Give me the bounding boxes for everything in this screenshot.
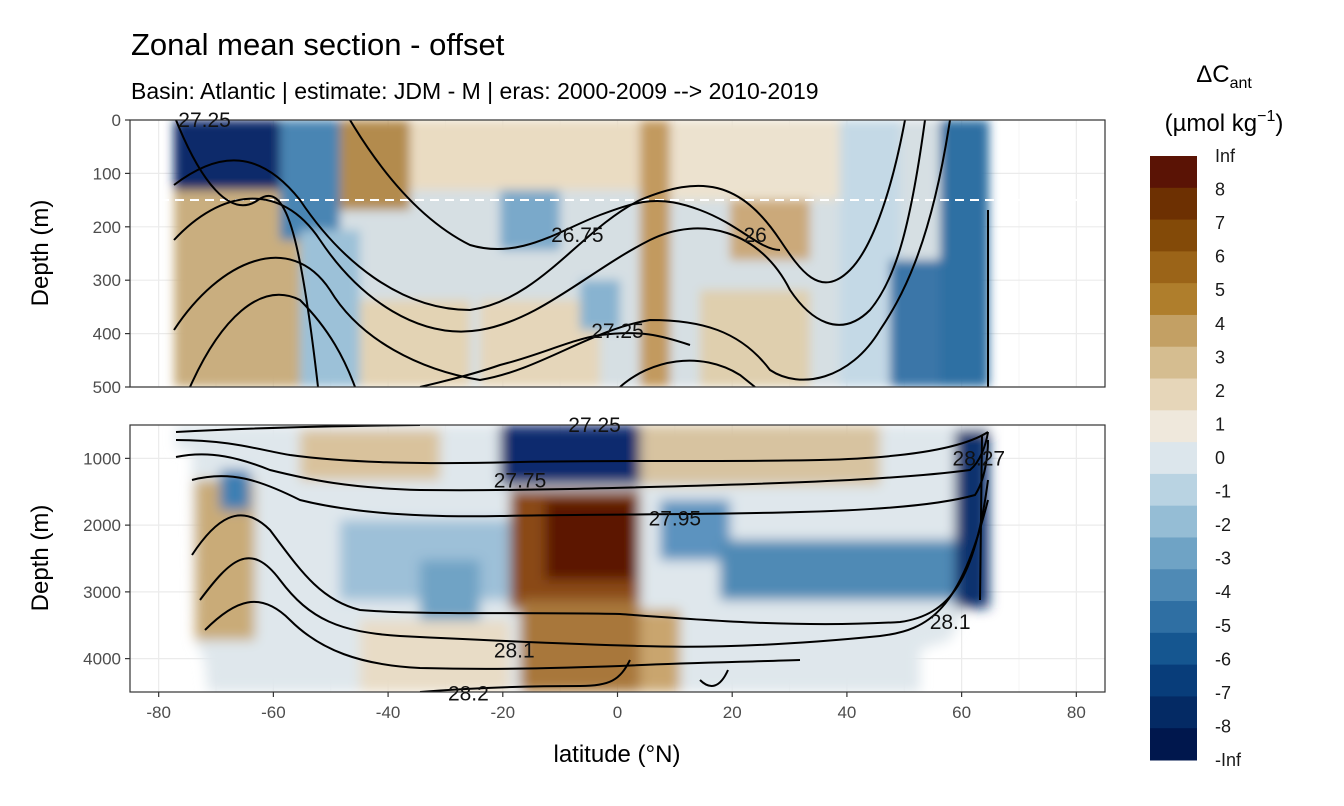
contour-label: 28.1 — [494, 640, 535, 663]
x-axis-title: latitude (°N) — [554, 741, 681, 768]
colorbar-swatch — [1150, 378, 1197, 411]
colorbar-swatch — [1150, 696, 1197, 729]
contour-label: 27.25 — [178, 109, 231, 132]
colorbar-swatch — [1150, 283, 1197, 316]
colorbar-label: 4 — [1215, 314, 1225, 334]
y-tick-label: 3000 — [83, 583, 121, 602]
colorbar-swatch — [1150, 219, 1197, 252]
colorbar-label: -8 — [1215, 716, 1231, 736]
colorbar-swatch — [1150, 473, 1197, 507]
contour-label: 27.25 — [568, 414, 621, 437]
contour-label: 28.1 — [930, 611, 971, 634]
colorbar-label: 3 — [1215, 347, 1225, 367]
contour-label: 26.75 — [551, 224, 604, 247]
contour-label: 28.27 — [953, 447, 1006, 470]
y-tick-label: 2000 — [83, 516, 121, 535]
contour-label: 27.95 — [649, 507, 702, 530]
colorbar-label: -1 — [1215, 482, 1231, 502]
x-tick-label: 20 — [723, 703, 742, 722]
upper-panel: 26.75 26 27.25 27.25 0 100 200 300 400 500 — [93, 109, 1106, 397]
colorbar-title-sub: ant — [1230, 75, 1253, 92]
colorbar-unit-end: ) — [1275, 110, 1283, 137]
y-tick-label: 300 — [93, 271, 121, 290]
y-tick-label: 200 — [93, 218, 121, 237]
lower-panel-field — [175, 425, 989, 692]
colorbar-label: 7 — [1215, 213, 1225, 233]
colorbar-swatch — [1150, 664, 1197, 697]
colorbar-label: 6 — [1215, 247, 1225, 267]
x-axis: -80 -60 -40 -20 0 20 40 60 80 — [146, 692, 1086, 722]
colorbar-swatch — [1150, 187, 1197, 221]
y-tick-label: 4000 — [83, 650, 121, 669]
colorbar-unit: (µmol kg−1) — [1165, 108, 1284, 137]
x-tick-label: 0 — [613, 703, 622, 722]
x-tick-label: -40 — [376, 703, 401, 722]
upper-density-contours — [173, 120, 989, 387]
colorbar-swatch — [1150, 314, 1197, 348]
upper-panel-field — [130, 120, 1105, 387]
colorbar-label: 8 — [1215, 180, 1225, 200]
colorbar-swatch — [1150, 569, 1197, 602]
contour-label: 28.2 — [448, 682, 489, 705]
colorbar-swatch — [1150, 505, 1197, 538]
colorbar-label: -7 — [1215, 683, 1231, 703]
colorbar-swatch — [1150, 346, 1197, 380]
upper-y-axis-title: Depth (m) — [27, 200, 54, 307]
y-tick-label: 100 — [93, 164, 121, 183]
y-tick-label: 0 — [112, 111, 121, 130]
colorbar-swatch — [1150, 410, 1197, 443]
colorbar-label: -Inf — [1215, 750, 1242, 770]
lower-y-axis-title: Depth (m) — [27, 505, 54, 612]
x-tick-label: 40 — [837, 703, 856, 722]
chart-subtitle: Basin: Atlantic | estimate: JDM - M | er… — [131, 78, 819, 104]
chart-title: Zonal mean section - offset — [131, 27, 505, 62]
lower-y-axis: 1000 2000 3000 4000 — [83, 449, 130, 669]
colorbar-title: ΔCant — [1196, 61, 1252, 92]
x-tick-label: 60 — [952, 703, 971, 722]
x-tick-label: -20 — [491, 703, 516, 722]
colorbar-label: 0 — [1215, 448, 1225, 468]
x-tick-label: -60 — [261, 703, 286, 722]
upper-y-axis: 0 100 200 300 400 500 — [93, 111, 130, 397]
contour-label: 27.75 — [494, 469, 547, 492]
y-tick-label: 400 — [93, 325, 121, 344]
colorbar-unit-main: (µmol kg — [1165, 110, 1258, 137]
colorbar-swatch — [1150, 442, 1197, 475]
colorbar-swatch — [1150, 601, 1197, 634]
colorbar-swatch — [1150, 537, 1197, 570]
upper-contour-labels: 26.75 26 27.25 27.25 — [178, 109, 767, 343]
colorbar-swatches — [1150, 156, 1197, 761]
colorbar-label: -3 — [1215, 549, 1231, 569]
colorbar-label: 2 — [1215, 381, 1225, 401]
colorbar-label: 1 — [1215, 414, 1225, 434]
colorbar-labels: Inf 8 7 6 5 4 3 2 1 0 -1 -2 -3 -4 -5 -6 -7 -8 -Inf — [1215, 146, 1242, 770]
colorbar-label: -2 — [1215, 515, 1231, 535]
lower-density-contours — [175, 425, 989, 692]
colorbar-label: -5 — [1215, 616, 1231, 636]
colorbar-label: Inf — [1215, 146, 1236, 166]
colorbar-label: 5 — [1215, 280, 1225, 300]
contour-label: 26 — [743, 224, 766, 247]
colorbar: ΔCant (µmol kg−1) Inf 8 7 6 5 4 3 2 1 0 -1 -2 -3 -4 -5… — [1150, 61, 1283, 770]
colorbar-swatch — [1150, 156, 1197, 189]
x-tick-label: 80 — [1067, 703, 1086, 722]
colorbar-unit-sup: −1 — [1257, 108, 1275, 125]
colorbar-label: -4 — [1215, 582, 1231, 602]
contour-label: 27.25 — [591, 320, 644, 343]
x-tick-label: -80 — [146, 703, 171, 722]
colorbar-swatch — [1150, 632, 1197, 666]
colorbar-swatch — [1150, 728, 1197, 761]
colorbar-label: -6 — [1215, 649, 1231, 669]
colorbar-swatch — [1150, 251, 1197, 284]
y-tick-label: 1000 — [83, 449, 121, 468]
y-tick-label: 500 — [93, 378, 121, 397]
colorbar-title-main: ΔC — [1196, 61, 1229, 88]
